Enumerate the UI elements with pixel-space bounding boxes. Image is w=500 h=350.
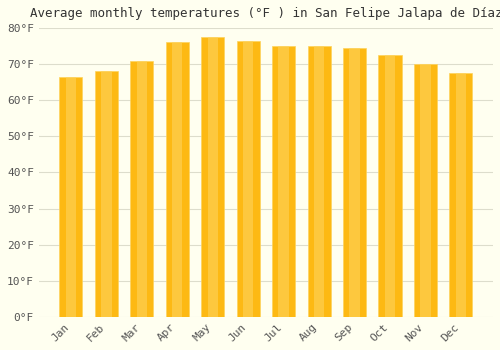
Bar [414,64,437,317]
Bar [308,46,330,317]
Bar [272,46,295,317]
Bar [172,42,182,317]
Bar [243,41,254,317]
Bar [278,46,289,317]
Bar [378,55,402,317]
Bar [314,46,324,317]
Bar [136,61,147,317]
Bar [350,48,360,317]
Bar [343,48,366,317]
Bar [420,64,430,317]
Title: Average monthly temperatures (°F ) in San Felipe Jalapa de Díaz: Average monthly temperatures (°F ) in Sa… [30,7,500,20]
Bar [236,41,260,317]
Bar [130,61,154,317]
Bar [456,73,466,317]
Bar [60,77,82,317]
Bar [208,37,218,317]
Bar [95,71,118,317]
Bar [101,71,112,317]
Bar [385,55,395,317]
Bar [201,37,224,317]
Bar [166,42,189,317]
Bar [450,73,472,317]
Bar [66,77,76,317]
